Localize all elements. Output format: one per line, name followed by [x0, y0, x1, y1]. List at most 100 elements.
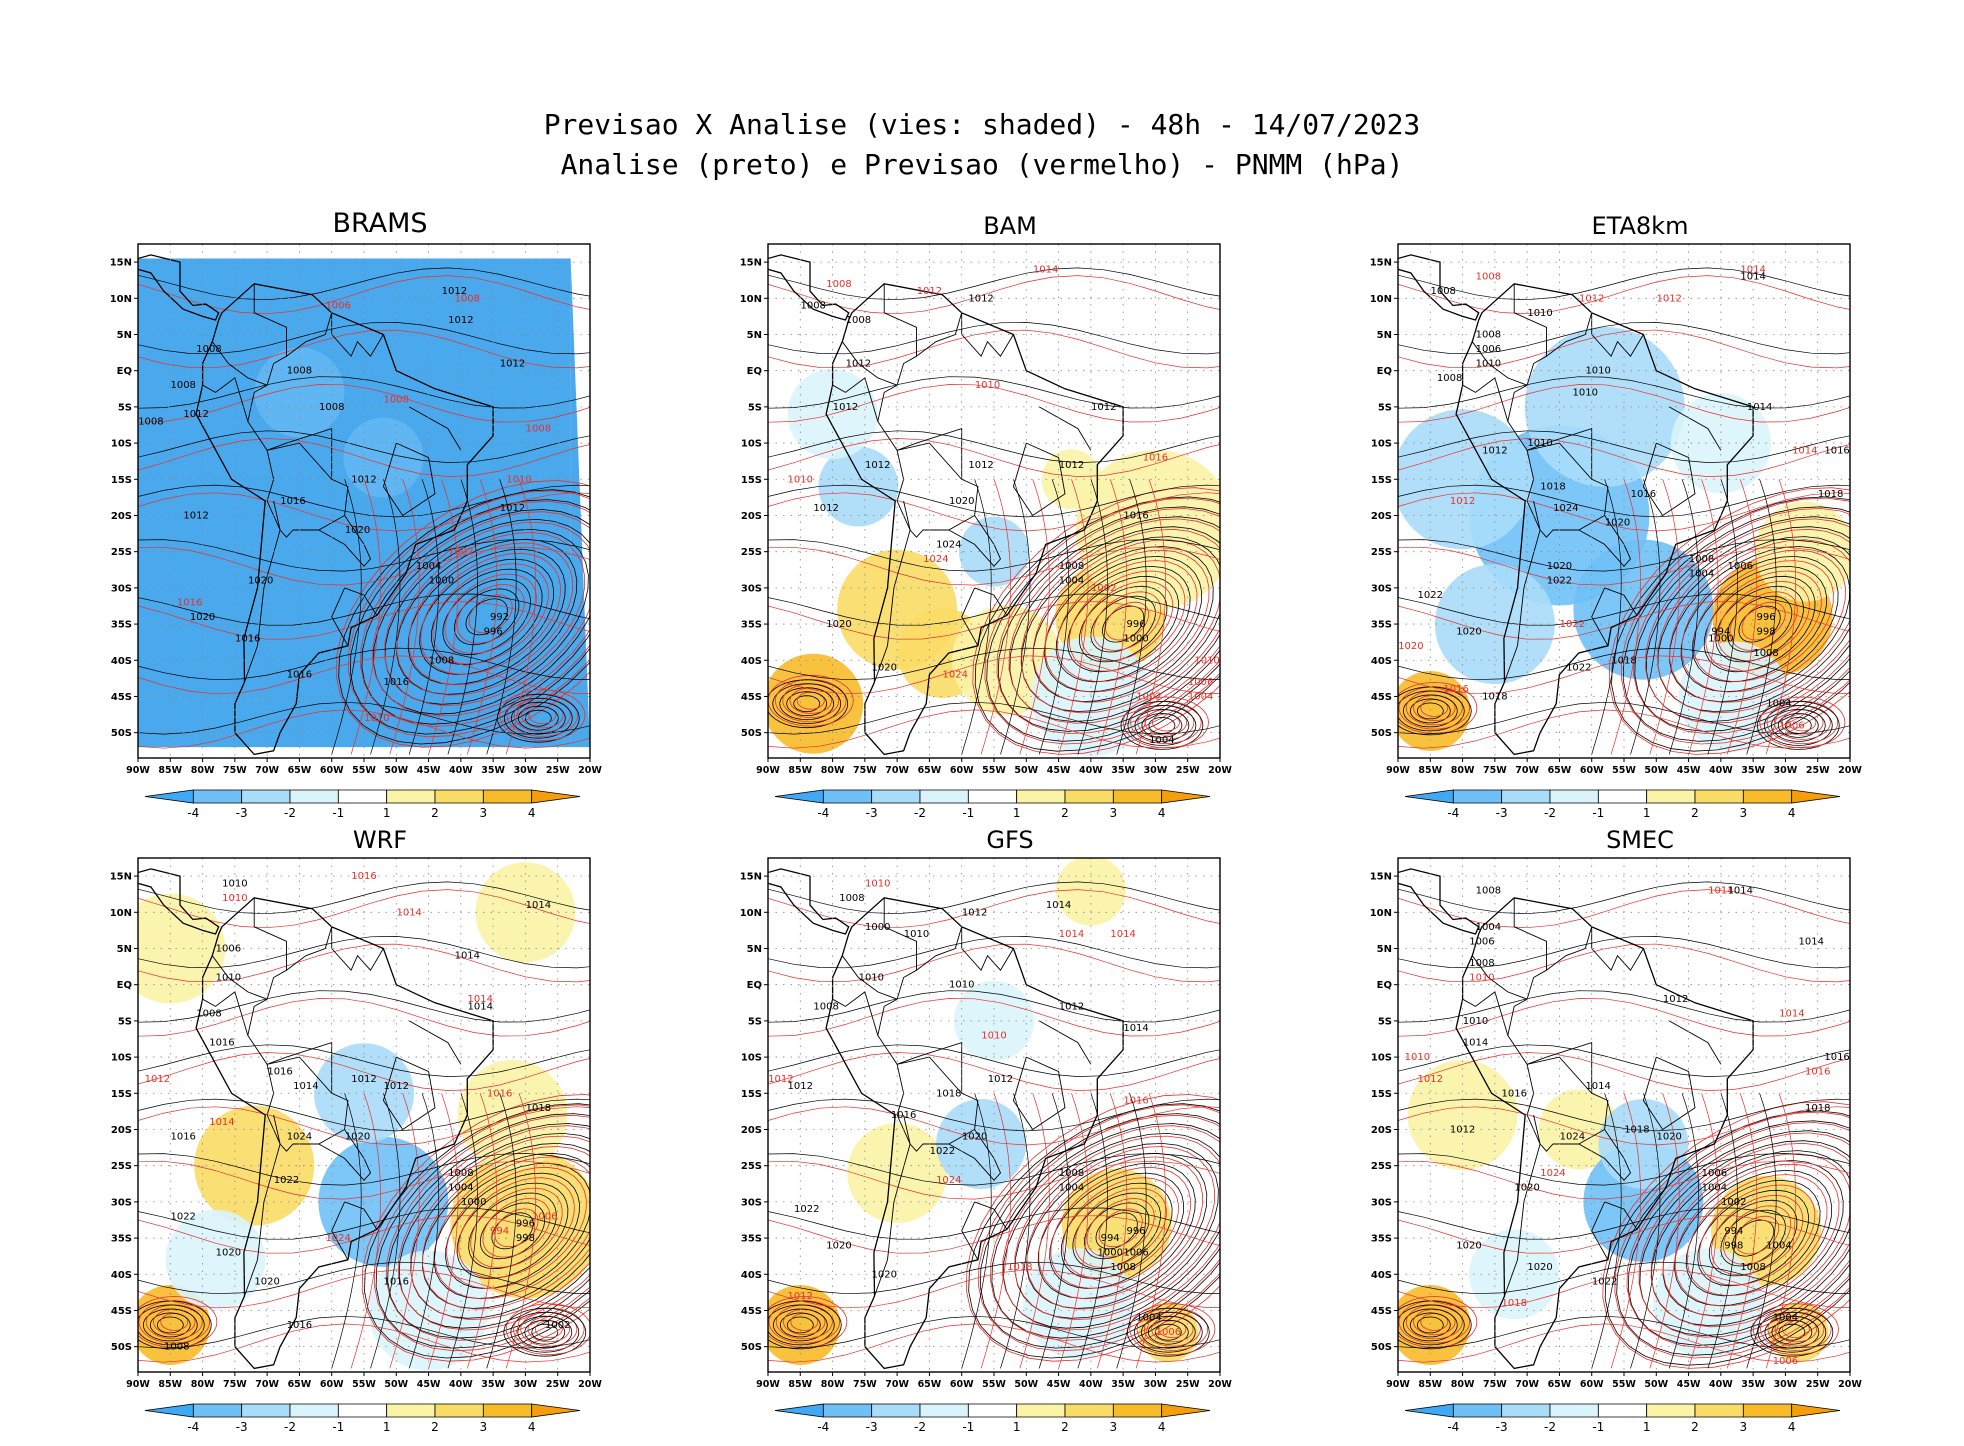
analysis-isobar — [430, 568, 543, 666]
lon-tick-label: 25W — [1806, 765, 1830, 776]
analysis-isobar — [1738, 605, 1781, 643]
colorbar-segment — [1404, 1403, 1454, 1418]
country-border — [974, 1201, 1008, 1230]
isobar-label: 1016 — [235, 634, 260, 645]
forecast-isobar — [768, 655, 1220, 695]
forecast-isobar — [1050, 1166, 1191, 1289]
lat-tick-label: 20S — [741, 1125, 762, 1136]
isobar-label: 1000 — [1708, 634, 1733, 645]
analysis-isobar — [768, 881, 1220, 915]
analysis-isobar — [1077, 479, 1108, 755]
isobar-label: 1012 — [1482, 445, 1507, 456]
forecast-isobar — [1766, 700, 1839, 745]
analysis-isobar — [1398, 430, 1850, 463]
analysis-isobar — [1127, 704, 1197, 746]
country-border — [1526, 442, 1609, 538]
bias-shading-blob — [1407, 1060, 1518, 1170]
colorbar-segment — [1742, 789, 1793, 804]
analysis-isobar — [1622, 506, 1850, 742]
analysis-isobar — [387, 1123, 590, 1339]
analysis-isobar — [468, 1192, 557, 1270]
isobar-label: 1022 — [794, 1204, 819, 1215]
isobar-label: 1012 — [768, 1074, 793, 1085]
lat-tick-label: 5N — [117, 944, 132, 955]
analysis-isobar — [1651, 1150, 1850, 1326]
isobar-label: 1020 — [1456, 1240, 1481, 1251]
country-border — [1578, 515, 1632, 567]
country-border — [253, 283, 287, 357]
country-border — [1591, 1201, 1609, 1261]
colorbar-label: -3 — [866, 1420, 878, 1434]
country-border — [408, 406, 462, 451]
forecast-isobar — [138, 275, 590, 315]
colorbar-segment — [192, 789, 243, 804]
forecast-isobar — [468, 594, 513, 634]
lon-tick-label: 45W — [1677, 1379, 1701, 1390]
isobar-label: 992 — [490, 612, 509, 623]
bias-shading-blob — [1524, 326, 1685, 487]
lon-tick-label: 70W — [885, 1379, 909, 1390]
isobar-label: 1002 — [545, 1320, 570, 1331]
colorbar-label: -4 — [817, 806, 829, 820]
isobar-label: 1016 — [1123, 510, 1148, 521]
isobar-label: 1010 — [1476, 358, 1501, 369]
forecast-isobar — [1093, 591, 1162, 651]
bias-shading-blob — [343, 417, 424, 498]
isobar-label: 1024 — [325, 1233, 350, 1244]
lat-tick-label: 15S — [111, 1089, 132, 1100]
colorbar-label: 1 — [1013, 806, 1021, 820]
forecast-isobar — [1398, 1160, 1850, 1200]
isobar-label: 1020 — [962, 1132, 987, 1143]
map-svg: 1016101010101014101410061010101410141014… — [110, 857, 602, 1434]
lon-tick-label: 70W — [1515, 765, 1539, 776]
isobar-label: 1014 — [455, 951, 480, 962]
analysis-isobar — [1398, 647, 1850, 681]
country-border — [266, 442, 349, 538]
isobar-label: 1022 — [1560, 619, 1585, 630]
colorbar-segment — [871, 789, 921, 804]
south-america-coastline — [195, 897, 494, 1370]
isobar-label: 1018 — [1540, 482, 1565, 493]
isobar-label: 1018 — [1502, 1298, 1527, 1309]
isobar-label: 1004 — [416, 561, 441, 572]
country-border — [331, 1201, 349, 1261]
isobar-label: 1024 — [287, 1132, 312, 1143]
isobar-label: 1004 — [1136, 1313, 1161, 1324]
isobar-label: 1012 — [968, 293, 993, 304]
forecast-isobar — [389, 1093, 420, 1369]
analysis-isobar — [1416, 702, 1444, 720]
forecast-isobar — [1688, 479, 1719, 755]
analysis-isobar — [138, 1207, 590, 1240]
forecast-isobar — [1398, 1269, 1850, 1309]
isobar-label: 1010 — [1405, 1052, 1430, 1063]
analysis-isobar — [138, 1261, 590, 1295]
country-border — [874, 500, 911, 683]
colorbar-label: -4 — [187, 806, 199, 820]
analysis-isobar — [1662, 1160, 1844, 1317]
forecast-isobar — [1002, 1125, 1220, 1331]
analysis-isobar — [1398, 1207, 1850, 1240]
colorbar-segment — [967, 789, 1018, 804]
lat-tick-label: 30S — [111, 583, 132, 594]
analysis-isobar — [456, 1182, 569, 1280]
analysis-isobar — [1067, 575, 1179, 673]
lat-tick-label: 15N — [110, 872, 132, 883]
isobar-label: 1006 — [1123, 1248, 1148, 1259]
forecast-isobar — [466, 479, 498, 755]
lon-tick-label: 45W — [417, 1379, 441, 1390]
country-border — [948, 515, 1002, 567]
lon-tick-label: 65W — [288, 1379, 312, 1390]
isobar-label: 1008 — [800, 301, 825, 312]
analysis-isobar — [768, 430, 1220, 463]
isobar-label: 1012 — [183, 510, 208, 521]
isobar-label: 1016 — [1123, 1096, 1148, 1107]
isobar-label: 1012 — [917, 286, 942, 297]
forecast-isobar — [1398, 275, 1850, 315]
forecast-isobar — [347, 490, 590, 738]
isobar-label: 1020 — [345, 525, 370, 536]
analysis-isobar — [1084, 1202, 1150, 1260]
forecast-isobar — [434, 1156, 590, 1300]
isobar-label: 1020 — [254, 1277, 279, 1288]
forecast-isobar — [1767, 1311, 1825, 1347]
analysis-isobar — [1148, 716, 1176, 734]
